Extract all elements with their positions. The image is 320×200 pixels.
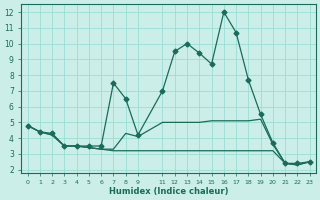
X-axis label: Humidex (Indice chaleur): Humidex (Indice chaleur) [109,187,228,196]
